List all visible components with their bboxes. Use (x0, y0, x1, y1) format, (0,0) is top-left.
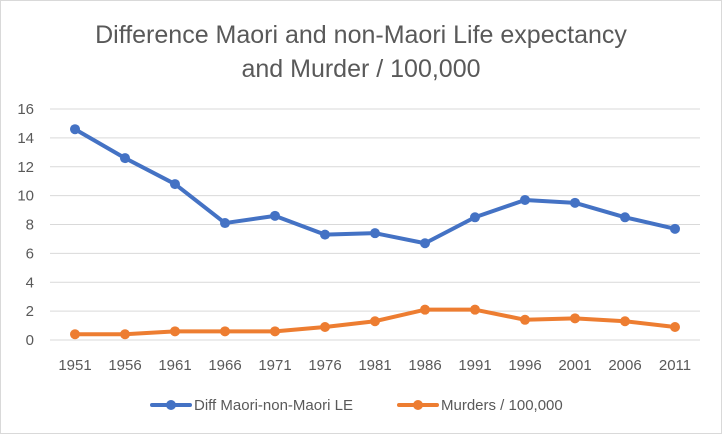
x-tick-label: 2001 (558, 357, 591, 374)
series-line (73, 127, 677, 246)
data-point (370, 228, 380, 239)
y-tick-label: 10 (17, 188, 34, 205)
data-point (70, 124, 80, 135)
legend-label: Diff Maori-non-Maori LE (194, 397, 353, 414)
data-point (670, 322, 680, 333)
x-tick-label: 2006 (608, 357, 641, 374)
data-point (570, 313, 580, 324)
chart-title-line-1: Difference Maori and non-Maori Life expe… (95, 21, 627, 49)
data-point (270, 210, 280, 221)
x-tick-label: 1971 (258, 357, 291, 374)
data-point (620, 212, 630, 223)
x-tick-label: 1961 (158, 357, 191, 374)
series-1 (70, 124, 680, 249)
y-tick-label: 12 (17, 159, 34, 176)
data-point (120, 153, 130, 164)
data-point (520, 314, 530, 325)
legend-item: Murders / 100,000 (397, 397, 563, 414)
grid-layer (50, 108, 700, 341)
data-point (170, 326, 180, 337)
y-tick-label: 6 (26, 245, 34, 262)
x-tick-label: 1966 (208, 357, 241, 374)
data-point (620, 316, 630, 327)
data-point (120, 329, 130, 340)
legend-label: Murders / 100,000 (441, 397, 563, 414)
legend: Diff Maori-non-Maori LE Murders / 100,000 (150, 397, 563, 414)
legend-marker (166, 400, 176, 410)
series-layer (70, 124, 680, 340)
x-tick-label: 1986 (408, 357, 441, 374)
data-point (670, 223, 680, 234)
data-point (70, 329, 80, 340)
data-point (470, 304, 480, 315)
y-tick-label: 4 (26, 274, 34, 291)
data-point (170, 179, 180, 190)
y-axis-labels: 0 2 4 6 8 10 12 14 16 (17, 101, 34, 349)
x-tick-label: 2011 (659, 357, 691, 374)
x-tick-label: 1976 (308, 357, 341, 374)
x-tick-label: 1981 (358, 357, 391, 374)
data-point (570, 197, 580, 208)
x-tick-label: 1951 (58, 357, 91, 374)
legend-marker (413, 400, 423, 410)
data-point (320, 322, 330, 333)
x-tick-label: 1996 (508, 357, 541, 374)
data-point (370, 316, 380, 327)
chart-title-line-2: and Murder / 100,000 (241, 55, 481, 83)
data-point (420, 304, 430, 315)
data-point (520, 194, 530, 205)
y-tick-label: 0 (26, 332, 34, 349)
data-point (220, 218, 230, 229)
chart-title: Difference Maori and non-Maori Life expe… (0, 18, 722, 86)
y-tick-label: 14 (17, 130, 34, 147)
data-point (320, 229, 330, 240)
legend-item: Diff Maori-non-Maori LE (150, 397, 353, 414)
data-point (420, 238, 430, 249)
x-axis-labels: 1951 1956 1961 1966 1971 1976 1981 1986 1991 1996… (58, 357, 691, 374)
data-point (220, 326, 230, 337)
y-tick-label: 16 (17, 101, 34, 118)
x-tick-label: 1956 (108, 357, 141, 374)
x-tick-label: 1991 (458, 357, 491, 374)
data-point (470, 212, 480, 223)
y-tick-label: 8 (26, 217, 34, 234)
data-point (270, 326, 280, 337)
series-2 (70, 304, 680, 340)
y-tick-label: 2 (26, 303, 34, 320)
